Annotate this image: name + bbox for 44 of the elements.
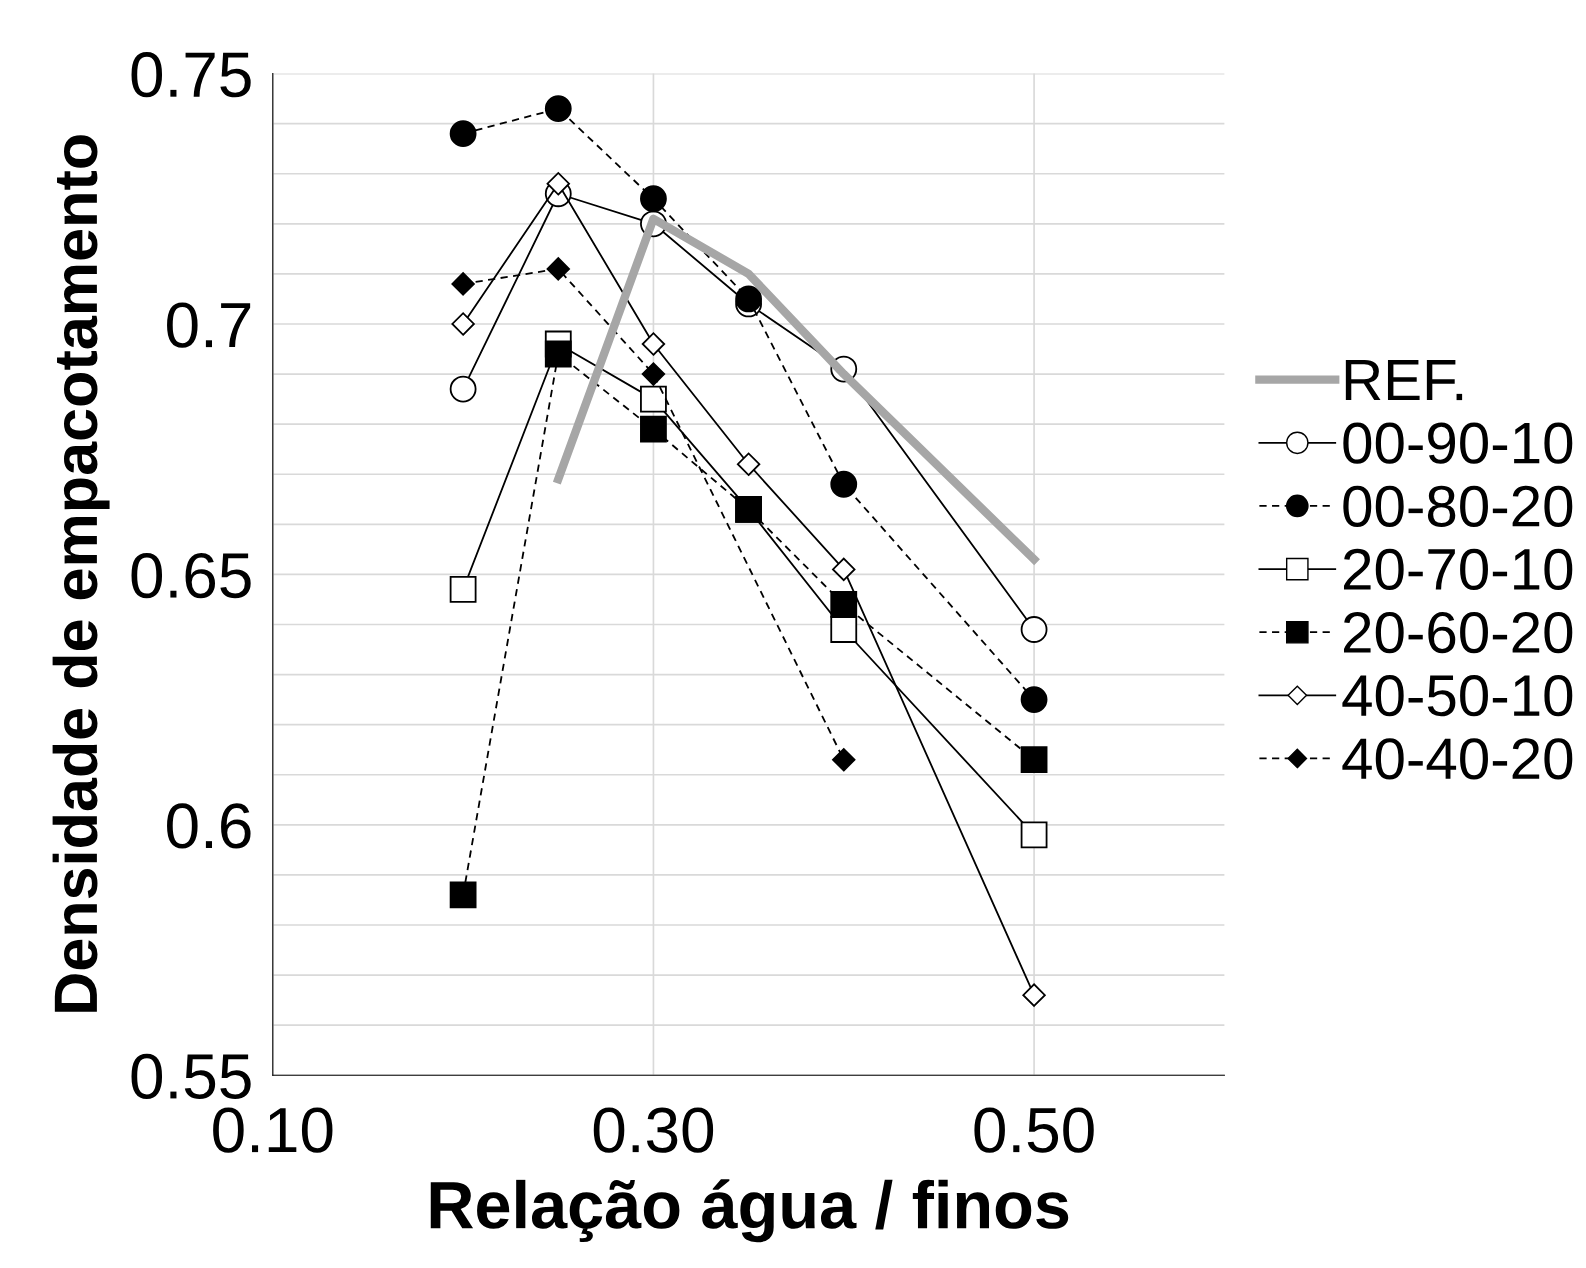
point [449,881,477,909]
point [451,312,475,336]
point [451,272,475,296]
point [546,172,570,196]
point [449,120,477,148]
point [544,340,572,368]
point [1020,821,1048,849]
point [1020,686,1048,714]
y-tick-label: 0.75 [131,52,251,98]
y-tick-label: 0.6 [167,803,251,849]
x-tick-label: 0.50 [974,1107,1094,1153]
legend-label: 40-40-20 [1342,738,1573,780]
point [830,591,858,618]
point [1020,616,1048,643]
point [640,415,667,443]
point [641,362,666,386]
point [546,257,570,281]
point [641,332,666,356]
point [1020,746,1048,774]
y-axis-title: Densidade de empacotamento [52,135,110,1012]
point [830,616,858,643]
x-tick-label: 0.10 [213,1107,333,1153]
point [735,285,762,313]
point [449,375,477,403]
legend-label: REF. [1345,359,1463,401]
y-tick-label: 0.65 [131,552,251,599]
y-tick-label: 0.7 [167,302,251,348]
x-axis-title: Relação água / finos [430,1179,1069,1243]
point [449,576,477,603]
point [736,452,761,476]
point [1022,983,1046,1007]
legend-label: 00-80-20 [1343,485,1573,527]
x-tick-label: 0.30 [593,1107,714,1153]
y-tick-label: 0.55 [131,1053,251,1100]
legend-label: 00-90-10 [1343,422,1573,464]
point [544,95,572,123]
point [640,385,667,413]
legend-label: 20-70-10 [1343,548,1573,591]
legend-label: 40-50-10 [1342,675,1573,717]
point [640,185,667,213]
legend-label: 20-60-20 [1343,611,1573,654]
point [832,748,856,772]
point [832,557,856,582]
point [830,470,858,498]
